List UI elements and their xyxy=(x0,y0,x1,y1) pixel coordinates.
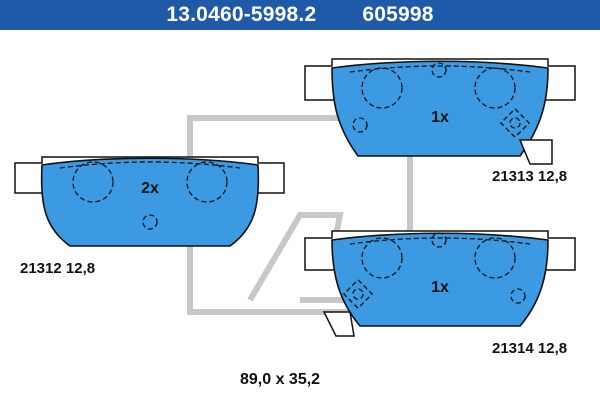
header-bar: 13.0460-5998.2 605998 xyxy=(0,0,600,30)
brake-pad-21312: 2x xyxy=(14,156,285,247)
friction-pad xyxy=(331,232,549,327)
quantity-label: 1x xyxy=(431,109,449,126)
quantity-label: 2x xyxy=(141,180,159,197)
pad-21314-label: 21314 12,8 xyxy=(492,340,568,357)
friction-pad xyxy=(40,157,260,247)
reference-number: 605998 xyxy=(362,3,434,26)
brake-pad-21314: 1x xyxy=(304,230,576,337)
dimensions-label: 89,0 x 35,2 xyxy=(240,371,321,388)
quantity-label: 1x xyxy=(431,279,449,296)
wear-clip xyxy=(518,139,553,165)
friction-pad xyxy=(331,60,549,157)
part-number: 13.0460-5998.2 xyxy=(166,3,317,26)
brake-pad-21313: 1x xyxy=(304,58,576,165)
wear-clip xyxy=(322,311,355,337)
pad-21312-label: 21312 12,8 xyxy=(20,260,96,277)
pad-21313-label: 21313 12,8 xyxy=(492,168,568,185)
